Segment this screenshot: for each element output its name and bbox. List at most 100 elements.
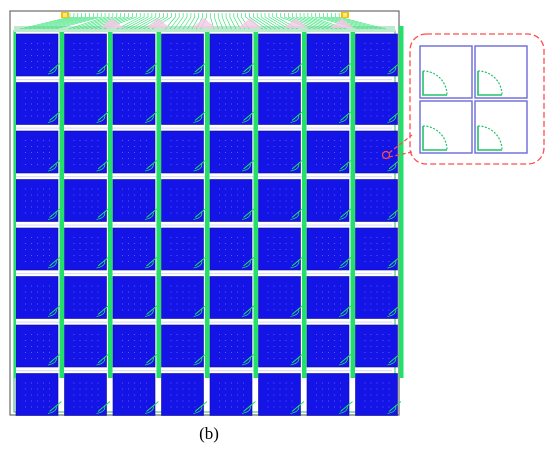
pixel-cell [15,276,59,319]
callout-marker [381,150,391,160]
bus-branch [291,401,305,412]
pixel-cell [161,227,204,271]
fanout-node [146,18,170,28]
pixel-cell [112,82,156,125]
pixel-cell [64,33,107,77]
fanout-node [192,18,216,28]
fanout-wire [165,13,176,30]
fanout-node [238,18,262,28]
pixel-cell [15,82,59,125]
fanout-wire [334,13,382,30]
pixel-cell [15,179,59,222]
bus-branch [243,304,256,315]
fanout-wire [19,13,71,30]
pixel-cell [161,373,204,416]
bus-branch [97,255,111,267]
pixel-cell [15,33,59,77]
pixel-cell [355,324,398,368]
bus-branch [194,61,208,73]
bus-branch [388,158,402,170]
pixel-cell [258,276,301,319]
fanout-wire [182,13,192,30]
fanout-wire [55,13,102,30]
fanout-wire [187,13,196,30]
pixel-array [15,33,398,416]
pixel-cell [306,276,350,319]
fanout-wire [307,13,342,30]
fanout-node [330,18,354,28]
row-gap [16,79,392,81]
bus-branch [97,158,111,170]
row-gap [16,370,392,372]
row-gap [16,127,392,129]
fanout-wire [50,13,98,30]
bus-branch [146,207,159,218]
bus-branch [388,401,402,412]
fanout-wire [130,13,153,30]
fanout-wire [33,13,82,30]
pixel-cell [306,82,350,125]
fanout-wire [178,13,188,30]
fanout-wire [116,13,141,30]
pixel-cell [258,82,301,125]
bus-branch [49,110,62,121]
pixel-cell [306,324,350,368]
bus-branch [243,255,256,267]
bus-branch [194,207,208,218]
bus-branch [243,61,256,73]
pixel-cell [209,179,253,222]
fanout-wire [77,13,114,30]
bus-branch [291,304,305,315]
pixel-cell [64,276,107,319]
pixel-cell [112,179,156,222]
bus-branch [243,207,256,218]
bus-branch [146,401,159,412]
fanout-wire [295,13,329,30]
bus-trace [350,26,355,378]
fanout-node [284,18,308,28]
bus-branch [49,207,62,218]
pixel-cell [161,179,204,222]
bus-branch [388,207,402,218]
pixel-cell [112,33,156,77]
fanout-wire [46,13,94,30]
fanout-wire [288,13,320,30]
pixel-cell [209,324,253,368]
row-gap [16,176,392,178]
inset-cell [474,100,528,154]
fanout-wire [338,13,386,30]
fanout-wire [225,13,232,30]
bus-branch [146,110,159,121]
pixel-cell [355,227,398,271]
pixel-cell [161,276,204,319]
fanout-wire [292,13,325,30]
fanout-wire [174,13,184,30]
bus-branch [291,352,305,364]
pixel-cell [112,373,156,416]
row-gap [16,321,392,323]
pixel-cell [161,324,204,368]
fanout-wire [121,13,145,30]
pixel-cell [15,373,59,416]
fanout-wire [229,13,237,30]
bus-branch [194,352,208,364]
fanout-wire [249,13,268,30]
pixel-cell [15,227,59,271]
bus-branch [243,401,256,412]
inset-callout-frame [409,33,545,165]
callout-leader-lines [388,134,413,158]
pixel-cell [258,130,301,174]
fanout-wire [284,13,316,30]
bus-branch [194,110,208,121]
pixel-cell [209,130,253,174]
bond-pad-left [61,12,69,18]
fanout-wire [253,13,272,30]
pixel-cell [64,373,107,416]
bus-branch [146,158,159,170]
bond-pads [61,12,349,18]
bus-branch [146,304,159,315]
bus-branch [49,304,62,315]
top-fanout-wiring [14,13,395,32]
pixel-cell [112,130,156,174]
